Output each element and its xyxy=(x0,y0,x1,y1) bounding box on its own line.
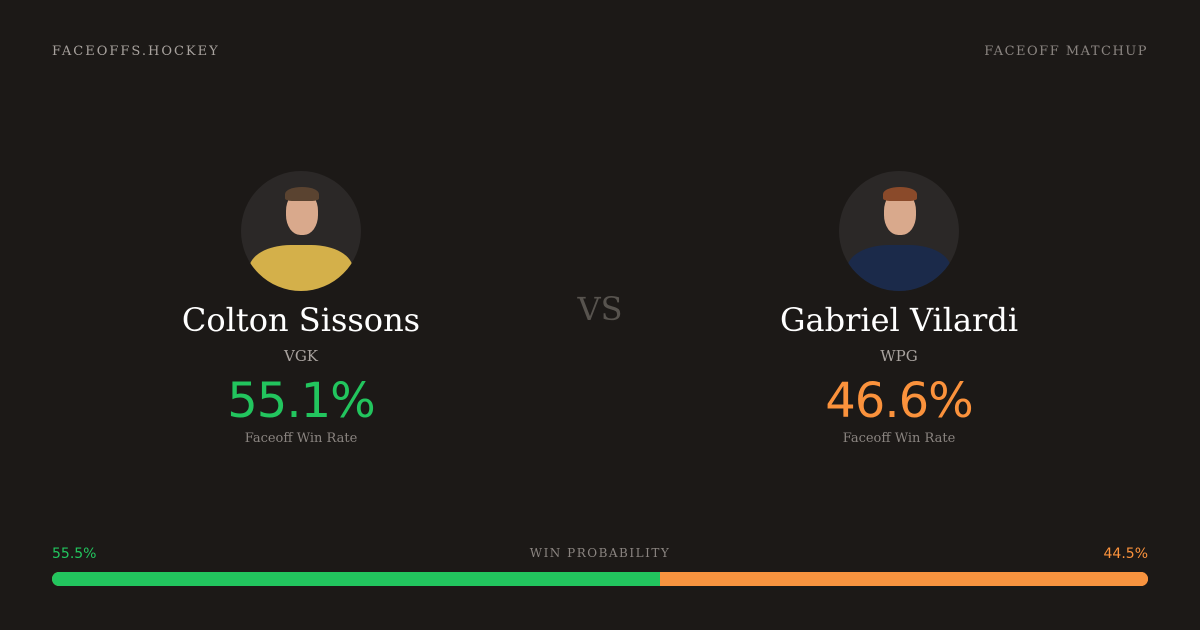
player-team: WPG xyxy=(880,347,918,365)
page-tag: FACEOFF MATCHUP xyxy=(984,44,1148,59)
player-photo xyxy=(839,171,959,291)
faceoff-rate: 46.6% xyxy=(825,373,973,429)
vs-label: VS xyxy=(577,290,623,328)
player-name: Gabriel Vilardi xyxy=(779,301,1019,339)
win-probability-right-fill xyxy=(660,572,1148,586)
player-photo xyxy=(241,171,361,291)
faceoff-rate-label: Faceoff Win Rate xyxy=(842,431,956,446)
player-card-left: Colton Sissons VGK 55.1% Faceoff Win Rat… xyxy=(101,171,501,446)
faceoff-rate-label: Faceoff Win Rate xyxy=(244,431,358,446)
win-probability-left-fill xyxy=(52,572,661,586)
player-team: VGK xyxy=(283,347,319,365)
player-name: Colton Sissons xyxy=(181,301,421,339)
player-card-right: Gabriel Vilardi WPG 46.6% Faceoff Win Ra… xyxy=(699,171,1099,446)
win-probability-left: 55.5% xyxy=(52,546,97,562)
win-probability-right: 44.5% xyxy=(1103,546,1148,562)
win-probability-bar xyxy=(52,572,1148,586)
win-probability-title: WIN PROBABILITY xyxy=(529,546,671,560)
brand-logo-text: FACEOFFS.HOCKEY xyxy=(52,44,220,59)
faceoff-rate: 55.1% xyxy=(227,373,375,429)
